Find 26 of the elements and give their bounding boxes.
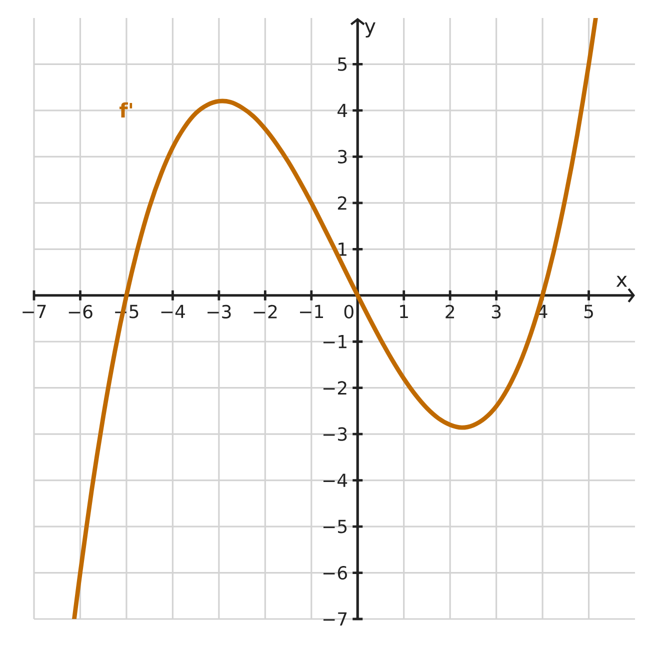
x-tick-label: −7 <box>22 304 46 318</box>
y-tick-label: 1 <box>338 242 346 256</box>
y-tick-label: 3 <box>338 150 347 164</box>
x-tick-label: 3 <box>492 304 501 319</box>
y-tick-label: −3 <box>323 427 347 441</box>
y-tick-label: −7 <box>323 612 347 626</box>
x-tick-label: 1 <box>400 304 408 318</box>
x-tick-label: 5 <box>584 304 593 318</box>
y-tick-label: 5 <box>338 58 347 71</box>
x-tick-label: −6 <box>68 304 92 319</box>
x-tick-label: 0 <box>344 304 354 319</box>
x-tick-label: −1 <box>300 304 323 318</box>
y-tick-label: 2 <box>338 196 346 210</box>
x-axis-title: x <box>616 276 627 287</box>
x-tick-label: 2 <box>446 304 454 318</box>
y-tick-label: −6 <box>323 566 347 580</box>
x-tick-label: −3 <box>208 304 231 319</box>
y-tick-label: −2 <box>323 381 346 395</box>
x-tick-label: −4 <box>161 304 185 318</box>
y-tick-label: −4 <box>323 474 348 487</box>
y-axis-title: y <box>364 22 376 38</box>
y-tick-label: 4 <box>338 104 348 118</box>
y-tick-label: −5 <box>323 520 347 534</box>
text: f' <box>120 102 132 118</box>
x-tick-label: −2 <box>254 304 277 318</box>
y-tick-label: −1 <box>323 335 346 348</box>
